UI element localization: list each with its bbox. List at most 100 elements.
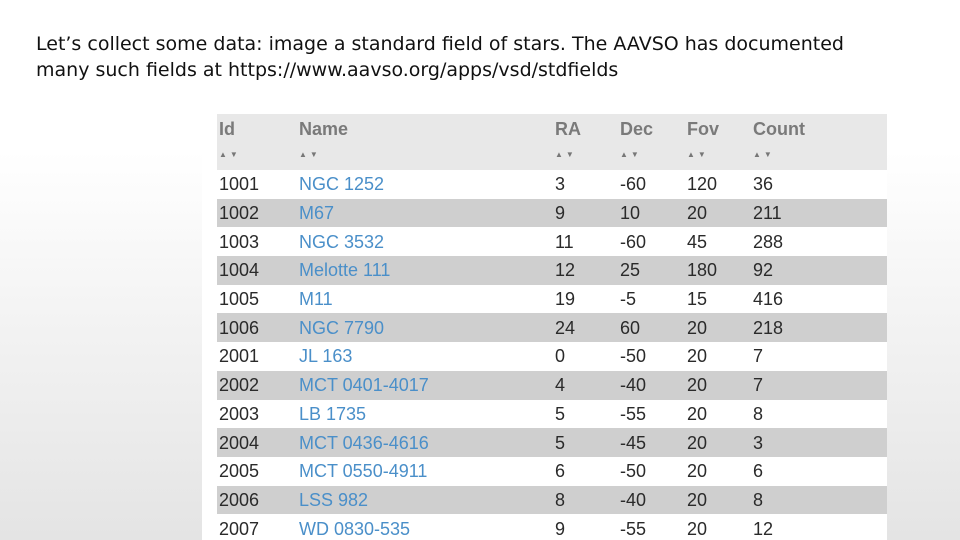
standard-fields-table-screenshot: Id ▲▼ Name ▲▼ RA ▲▼ Dec ▲▼ Fov ▲▼ xyxy=(202,105,887,540)
cell-ra: 3 xyxy=(555,174,566,195)
sort-arrows-icon[interactable]: ▲▼ xyxy=(753,150,775,159)
field-name-link[interactable]: WD 0830-535 xyxy=(299,518,411,539)
column-header-dec[interactable]: Dec ▲▼ xyxy=(618,114,685,170)
cell-ra: 11 xyxy=(555,231,574,252)
cell-dec: -40 xyxy=(618,485,685,515)
cell-count: 416 xyxy=(753,289,784,310)
cell-dec: -60 xyxy=(620,174,647,195)
cell-id: 2005 xyxy=(219,461,260,482)
cell-count: 36 xyxy=(753,174,774,195)
cell-id: 2006 xyxy=(217,485,297,515)
table-row: 2005 MCT 0550-4911 6 -50 20 6 xyxy=(217,457,887,486)
cell-ra: 24 xyxy=(553,313,618,343)
sort-arrows-icon[interactable]: ▲▼ xyxy=(299,150,321,159)
cell-id: 2004 xyxy=(217,428,297,457)
table-row: 1001 NGC 1252 3 -60 120 36 xyxy=(217,170,887,199)
cell-ra: 12 xyxy=(553,256,618,285)
column-header-fov[interactable]: Fov ▲▼ xyxy=(685,114,751,170)
cell-fov: 20 xyxy=(687,403,708,424)
cell-dec: 60 xyxy=(618,313,685,343)
cell-fov: 20 xyxy=(685,428,751,457)
cell-dec: -40 xyxy=(618,370,685,400)
table-row: 1004 Melotte 111 12 25 180 92 xyxy=(217,256,887,285)
column-header-label: Id xyxy=(219,119,235,139)
field-name-link[interactable]: NGC 7790 xyxy=(297,313,553,343)
cell-id: 2007 xyxy=(219,518,260,539)
column-header-label: RA xyxy=(555,119,581,139)
table-header-row: Id ▲▼ Name ▲▼ RA ▲▼ Dec ▲▼ Fov ▲▼ xyxy=(217,114,887,170)
cell-ra: 6 xyxy=(555,461,566,482)
cell-id: 2001 xyxy=(219,346,260,367)
field-name-link[interactable]: MCT 0436-4616 xyxy=(297,428,553,457)
slide-caption: Let’s collect some data: image a standar… xyxy=(36,31,936,83)
cell-id: 1001 xyxy=(219,174,260,195)
cell-fov: 120 xyxy=(687,174,718,195)
cell-count: 8 xyxy=(753,403,764,424)
field-name-link[interactable]: NGC 1252 xyxy=(299,174,385,195)
cell-count: 92 xyxy=(751,256,887,285)
table-row: 2001 JL 163 0 -50 20 7 xyxy=(217,342,887,371)
cell-ra: 8 xyxy=(553,485,618,515)
cell-id: 2003 xyxy=(219,403,260,424)
sort-arrows-icon[interactable]: ▲▼ xyxy=(219,150,241,159)
cell-dec: -50 xyxy=(620,461,647,482)
cell-id: 1004 xyxy=(217,256,297,285)
column-header-label: Fov xyxy=(687,119,720,139)
cell-dec: -55 xyxy=(620,518,647,539)
standard-fields-table: Id ▲▼ Name ▲▼ RA ▲▼ Dec ▲▼ Fov ▲▼ xyxy=(217,114,887,540)
cell-count: 7 xyxy=(751,370,887,400)
cell-fov: 20 xyxy=(687,518,708,539)
cell-fov: 20 xyxy=(687,346,708,367)
table-row: 2004 MCT 0436-4616 5 -45 20 3 xyxy=(217,428,887,457)
field-name-link[interactable]: LB 1735 xyxy=(299,403,367,424)
field-name-link[interactable]: LSS 982 xyxy=(297,485,553,515)
table-row: 1005 M11 19 -5 15 416 xyxy=(217,285,887,314)
table-row: 1002 M67 9 10 20 211 xyxy=(217,198,887,228)
sort-arrows-icon[interactable]: ▲▼ xyxy=(687,150,709,159)
cell-count: 12 xyxy=(753,518,774,539)
table-row: 2006 LSS 982 8 -40 20 8 xyxy=(217,485,887,515)
cell-fov: 20 xyxy=(685,198,751,228)
table-row: 2002 MCT 0401-4017 4 -40 20 7 xyxy=(217,370,887,400)
field-name-link[interactable]: Melotte 111 xyxy=(297,256,553,285)
field-name-link[interactable]: MCT 0550-4911 xyxy=(299,461,428,482)
column-header-label: Name xyxy=(299,119,349,139)
cell-count: 288 xyxy=(753,231,784,252)
cell-id: 1006 xyxy=(217,313,297,343)
field-name-link[interactable]: MCT 0401-4017 xyxy=(297,370,553,400)
cell-fov: 20 xyxy=(685,313,751,343)
field-name-link[interactable]: M11 xyxy=(299,289,333,310)
table-row: 1006 NGC 7790 24 60 20 218 xyxy=(217,313,887,343)
cell-dec: -45 xyxy=(618,428,685,457)
table-row: 2003 LB 1735 5 -55 20 8 xyxy=(217,400,887,429)
table-row: 2007 WD 0830-535 9 -55 20 12 xyxy=(217,514,887,540)
cell-ra: 0 xyxy=(555,346,566,367)
cell-fov: 15 xyxy=(687,289,708,310)
sort-arrows-icon[interactable]: ▲▼ xyxy=(620,150,642,159)
caption-line-2: many such fields at https://www.aavso.or… xyxy=(36,59,619,81)
cell-count: 8 xyxy=(751,485,887,515)
column-header-id[interactable]: Id ▲▼ xyxy=(217,114,297,170)
cell-count: 3 xyxy=(751,428,887,457)
column-header-label: Count xyxy=(753,119,805,139)
cell-count: 211 xyxy=(751,198,887,228)
cell-ra: 9 xyxy=(555,518,566,539)
cell-fov: 20 xyxy=(685,485,751,515)
cell-ra: 5 xyxy=(553,428,618,457)
cell-count: 7 xyxy=(753,346,764,367)
cell-id: 2002 xyxy=(217,370,297,400)
column-header-ra[interactable]: RA ▲▼ xyxy=(553,114,618,170)
field-name-link[interactable]: M67 xyxy=(297,198,553,228)
cell-ra: 5 xyxy=(555,403,566,424)
column-header-count[interactable]: Count ▲▼ xyxy=(751,114,887,170)
table-row: 1003 NGC 3532 11 -60 45 288 xyxy=(217,227,887,256)
field-name-link[interactable]: JL 163 xyxy=(299,346,353,367)
cell-dec: -50 xyxy=(620,346,647,367)
column-header-name[interactable]: Name ▲▼ xyxy=(297,114,553,170)
field-name-link[interactable]: NGC 3532 xyxy=(299,231,385,252)
caption-line-1: Let’s collect some data: image a standar… xyxy=(36,33,844,55)
sort-arrows-icon[interactable]: ▲▼ xyxy=(555,150,577,159)
cell-id: 1003 xyxy=(219,231,260,252)
cell-dec: 10 xyxy=(618,198,685,228)
column-header-label: Dec xyxy=(620,119,654,139)
